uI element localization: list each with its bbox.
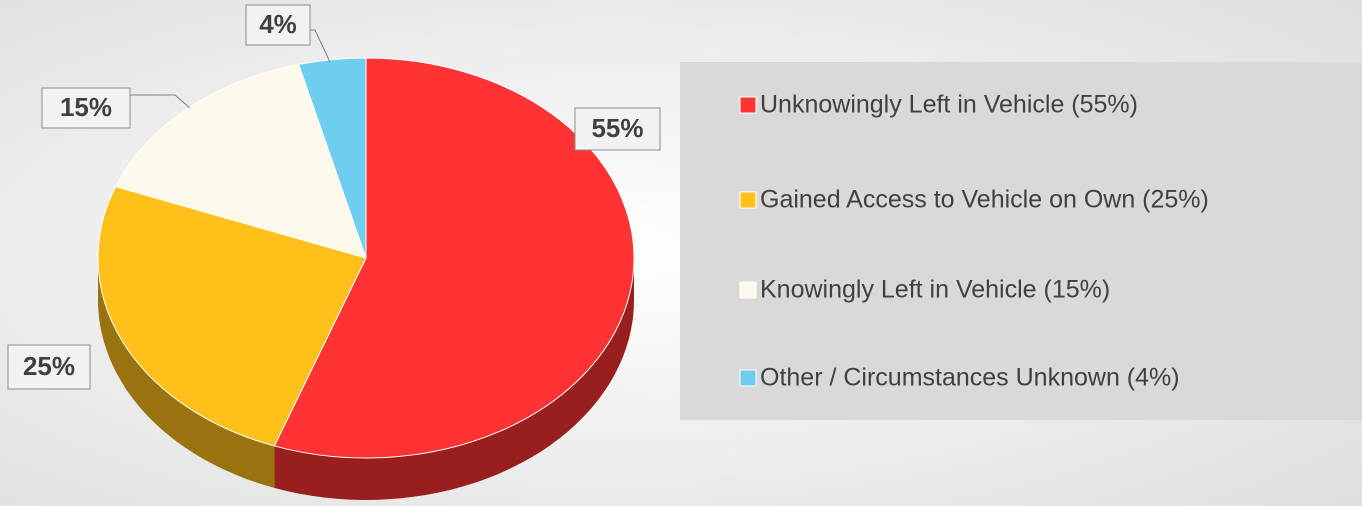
legend-swatch <box>739 369 757 387</box>
legend-swatch <box>739 96 757 114</box>
slice <box>273 57 635 459</box>
label-box <box>245 4 311 46</box>
data-label: 15% <box>60 92 112 122</box>
legend-box <box>680 62 1362 420</box>
data-label: 25% <box>23 351 75 381</box>
label-box <box>574 107 661 151</box>
legend-label: Other / Circumstances Unknown (4%) <box>760 364 1180 392</box>
legend-label: Knowingly Left in Vehicle (15%) <box>760 276 1110 304</box>
slice <box>97 186 367 447</box>
leader-line <box>310 29 331 63</box>
data-label: 4% <box>259 9 297 39</box>
legend-swatch <box>739 191 757 209</box>
data-label: 55% <box>591 113 643 143</box>
legend-label: Unknowingly Left in Vehicle (55%) <box>760 91 1138 119</box>
slice-side <box>274 258 634 500</box>
label-box <box>7 344 91 390</box>
slice <box>298 57 367 259</box>
leader-line <box>130 94 191 109</box>
legend-swatch <box>739 281 757 299</box>
label-box <box>41 87 131 129</box>
legend-label: Gained Access to Vehicle on Own (25%) <box>760 186 1209 214</box>
slice <box>114 63 367 259</box>
